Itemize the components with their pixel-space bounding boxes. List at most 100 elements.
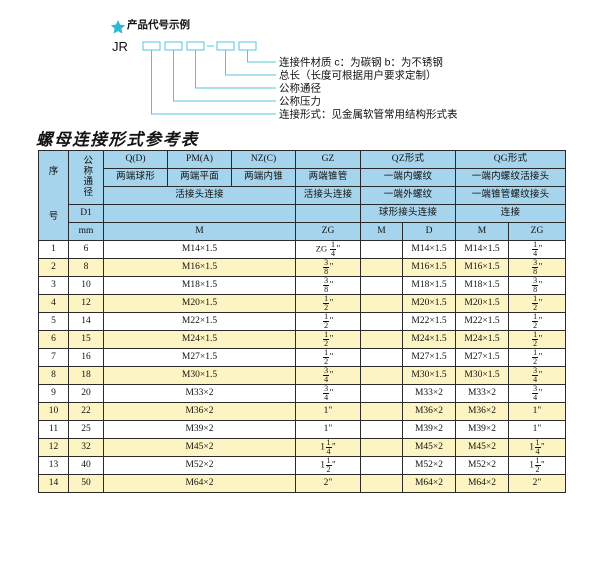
table-row: 2 8 M16×1.5 3 8 " M16×1.5 M16×1.5 3 8 " (38, 258, 566, 277)
cell-union-thread: M33×2 (103, 384, 296, 403)
cell-seq: 1 (38, 240, 69, 259)
cell-union-thread: M24×1.5 (103, 330, 296, 349)
cell-qz-m (360, 258, 403, 277)
callout-material: 连接件材质 c：为碳钢 b：为不锈钢 (279, 56, 443, 69)
table-row: 12 32 M45×2 1 1 4 " M45×2 M45×2 1 1 4 " (38, 438, 566, 457)
header-desc1-qd: 两端球形 (103, 168, 168, 187)
header-desc3-qz: 球形接头连接 (360, 204, 456, 223)
code-box-2 (164, 41, 183, 51)
table-row: 14 50 M64×2 2" M64×2 M64×2 2" (38, 474, 566, 493)
cell-qz-d: M64×2 (402, 474, 456, 493)
header-group-pma: PM(A) (167, 150, 232, 169)
cell-seq: 2 (38, 258, 69, 277)
header-row-desc1: 两端球形 两端平面 两端内锥 两端锥管 一端内螺纹 一端内螺纹活接头 (39, 168, 566, 187)
header-group-qz: QZ形式 (360, 150, 456, 169)
cell-gz-taper: 1 1 2 " (295, 456, 361, 475)
code-box-3 (186, 41, 205, 51)
cell-seq: 12 (38, 438, 69, 457)
header-desc1-nzc: 两端内锥 (231, 168, 296, 187)
code-box-4 (216, 41, 235, 51)
header-unit-qz-m: M (360, 222, 403, 241)
cell-qg-m: M27×1.5 (455, 348, 509, 367)
header-unit-qg-m: M (455, 222, 509, 241)
cell-gz-taper: 1 2 " (295, 348, 361, 367)
leader-line-nominal-pressure (173, 50, 276, 102)
header-desc1-qz: 一端内螺纹 (360, 168, 456, 187)
cell-qz-d: M14×1.5 (402, 240, 456, 259)
table-row: 1 6 M14×1.5 ZG 1 4 " M14×1.5 M14×1.5 1 4 " (38, 240, 566, 259)
header-seq-line-2: 号 (48, 211, 59, 222)
cell-qg-zg: 1" (508, 420, 566, 439)
header-seq-line-1: 序 (48, 167, 59, 178)
cell-nominal-diameter: 32 (68, 438, 104, 457)
header-unit-qg-zg: ZG (508, 222, 566, 241)
table-row: 11 25 M39×2 1" M39×2 M39×2 1" (38, 420, 566, 439)
cell-nominal-diameter: 8 (68, 258, 104, 277)
cell-seq: 9 (38, 384, 69, 403)
page-title: 螺母连接形式参考表 (36, 130, 199, 149)
cell-qz-d: M30×1.5 (402, 366, 456, 385)
cell-seq: 14 (38, 474, 69, 493)
diagram-prefix: JR (112, 39, 128, 54)
cell-nominal-diameter: 50 (68, 474, 104, 493)
cell-qg-zg: 2" (508, 474, 566, 493)
cell-qz-m (360, 456, 403, 475)
header-unit-m: M (103, 222, 296, 241)
cell-qg-m: M39×2 (455, 420, 509, 439)
cell-seq: 13 (38, 456, 69, 475)
spec-table-container: 序 号 公称通径 Q(D) PM(A) NZ(C) GZ QZ形式 QG形式 两… (38, 150, 566, 493)
cell-qz-d: M24×1.5 (402, 330, 456, 349)
cell-gz-taper: 1 2 " (295, 330, 361, 349)
cell-union-thread: M16×1.5 (103, 258, 296, 277)
header-desc2-qg: 一端锥管螺纹接头 (455, 186, 566, 205)
cell-qg-zg: 3 4 " (508, 384, 566, 403)
cell-gz-taper: 2" (295, 474, 361, 493)
cell-gz-taper: 1" (295, 420, 361, 439)
cell-seq: 11 (38, 420, 69, 439)
header-unit-mm: mm (68, 222, 104, 241)
cell-nominal-diameter: 25 (68, 420, 104, 439)
header-desc1-qg: 一端内螺纹活接头 (455, 168, 566, 187)
table-row: 8 18 M30×1.5 3 4 " M30×1.5 M30×1.5 3 4 " (38, 366, 566, 385)
cell-qz-m (360, 312, 403, 331)
star-icon (110, 20, 126, 34)
cell-qg-m: M22×1.5 (455, 312, 509, 331)
cell-seq: 10 (38, 402, 69, 421)
header-desc1-gz: 两端锥管 (295, 168, 361, 187)
table-row: 5 14 M22×1.5 1 2 " M22×1.5 M22×1.5 1 2 " (38, 312, 566, 331)
cell-union-thread: M22×1.5 (103, 312, 296, 331)
cell-union-thread: M30×1.5 (103, 366, 296, 385)
cell-qz-d: M52×2 (402, 456, 456, 475)
callout-length: 总长（长度可根据用户要求定制） (279, 69, 437, 82)
header-desc2-union: 活接头连接 (103, 186, 296, 205)
cell-seq: 7 (38, 348, 69, 367)
cell-qg-m: M45×2 (455, 438, 509, 457)
cell-union-thread: M20×1.5 (103, 294, 296, 313)
header-unit-gz: ZG (295, 222, 361, 241)
cell-qg-m: M16×1.5 (455, 258, 509, 277)
cell-qz-m (360, 276, 403, 295)
header-desc2-qz: 一端外螺纹 (360, 186, 456, 205)
header-row-desc3: D1 球形接头连接 连接 (39, 204, 566, 223)
cell-qg-m: M64×2 (455, 474, 509, 493)
leader-line-material (247, 50, 276, 63)
cell-qg-m: M14×1.5 (455, 240, 509, 259)
cell-qz-m (360, 366, 403, 385)
cell-union-thread: M36×2 (103, 402, 296, 421)
cell-gz-taper: 3 8 " (295, 276, 361, 295)
cell-qg-zg: 3 8 " (508, 258, 566, 277)
cell-qg-zg: 1 1 2 " (508, 456, 566, 475)
callout-nominal-diameter: 公称通径 (279, 82, 321, 95)
cell-qz-m (360, 402, 403, 421)
cell-qg-zg: 1 4 " (508, 240, 566, 259)
cell-gz-taper: 3 4 " (295, 366, 361, 385)
cell-nominal-diameter: 16 (68, 348, 104, 367)
cell-seq: 5 (38, 312, 69, 331)
cell-qz-m (360, 420, 403, 439)
header-row-group-code: 序 号 公称通径 Q(D) PM(A) NZ(C) GZ QZ形式 QG形式 (38, 150, 566, 241)
cell-union-thread: M39×2 (103, 420, 296, 439)
header-desc3-union (103, 204, 296, 223)
header-desc1-pma: 两端平面 (167, 168, 232, 187)
cell-gz-taper: 1 2 " (295, 312, 361, 331)
cell-qz-m (360, 330, 403, 349)
